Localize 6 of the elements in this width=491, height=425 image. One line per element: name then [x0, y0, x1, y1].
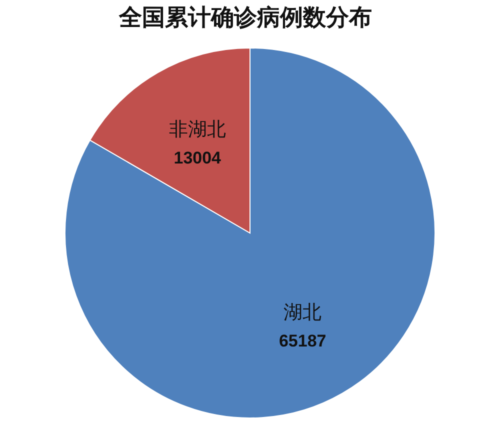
slice-label: 非湖北: [168, 120, 226, 141]
pie-slice: [64, 48, 436, 418]
data-label: 65187: [278, 331, 326, 350]
data-label: 13004: [174, 148, 222, 168]
chart-title: 全国累计确诊病例数分布: [118, 4, 373, 32]
slice-label: 湖北: [284, 302, 322, 324]
